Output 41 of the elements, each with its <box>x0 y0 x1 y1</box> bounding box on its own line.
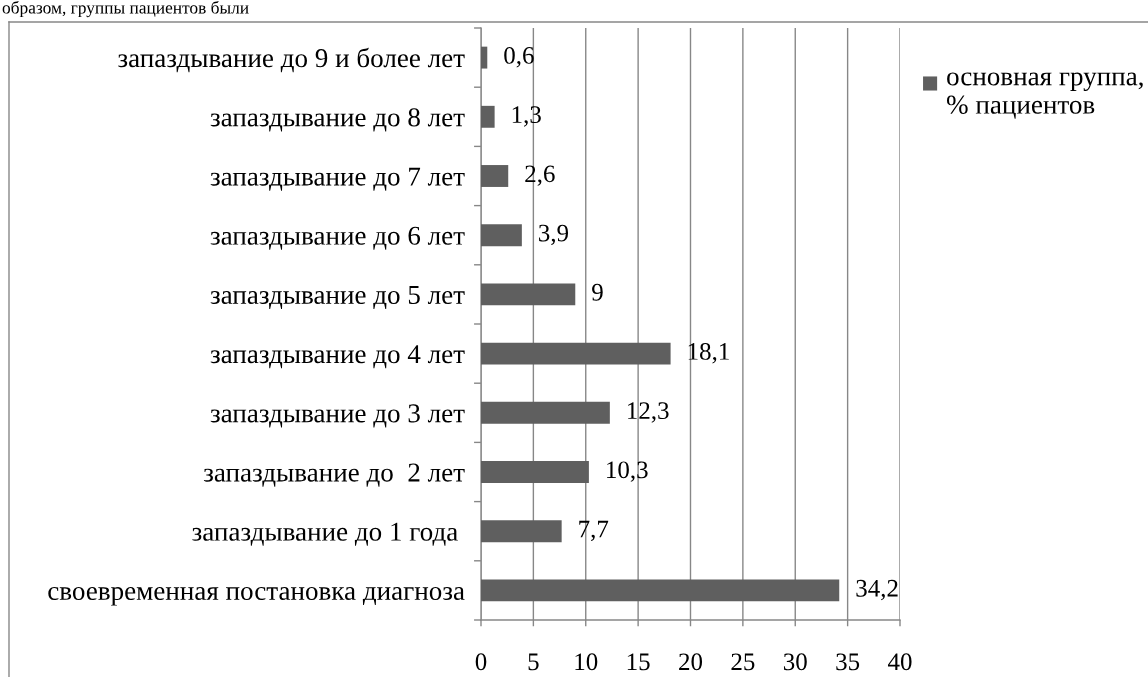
bar <box>481 401 610 424</box>
y-tick-label: своевременная постановка диагноза <box>48 587 465 606</box>
y-tick-label: запаздывание до 4 лет <box>210 345 465 369</box>
data-label: 7,7 <box>579 520 609 542</box>
x-tick-label: 5 <box>528 653 539 671</box>
text: образом, группы пациентов были <box>2 1 249 18</box>
bar <box>481 520 562 543</box>
bar <box>481 46 488 69</box>
data-label: 2,6 <box>525 165 555 186</box>
data-label: 3,9 <box>539 224 569 246</box>
bar <box>481 165 509 187</box>
x-tick-label: 25 <box>731 653 755 671</box>
bar <box>481 579 840 602</box>
legend-label: основная группа, % пациентов <box>946 72 1143 119</box>
y-tick-label: запаздывание до 8 лет <box>210 108 465 132</box>
data-label: 10,3 <box>607 461 648 482</box>
data-label: 18,1 <box>688 342 729 364</box>
x-tick-label: 35 <box>836 653 860 671</box>
y-tick-label: запаздывание до 3 лет <box>210 404 465 428</box>
x-tick-label: 0 <box>475 653 487 671</box>
data-label: 12,3 <box>628 402 669 423</box>
data-label: 1,3 <box>512 106 541 127</box>
bar <box>481 224 522 247</box>
y-tick-label: запаздывание до 9 и более лет <box>118 47 465 73</box>
data-label: 0,6 <box>504 46 534 68</box>
bar <box>481 105 495 128</box>
bar <box>481 283 576 306</box>
y-tick-label: запаздывание до 5 лет <box>210 286 465 310</box>
y-tick-label: запаздывание до 1 года <box>192 522 458 546</box>
x-tick-label: 10 <box>575 653 598 671</box>
y-tick-label: запаздывание до 6 лет <box>210 226 465 250</box>
y-tick-label: запаздывание до 2 лет <box>203 463 465 487</box>
x-tick-label: 20 <box>679 653 703 671</box>
y-tick-label: запаздывание до 7 лет <box>210 167 465 191</box>
x-tick-label: 30 <box>783 653 807 671</box>
data-label: 34,2 <box>856 579 898 601</box>
bar <box>481 461 589 483</box>
x-tick-label: 40 <box>887 653 912 671</box>
x-tick-label: 15 <box>627 653 650 671</box>
bar <box>481 342 671 365</box>
data-label: 9 <box>592 283 603 301</box>
